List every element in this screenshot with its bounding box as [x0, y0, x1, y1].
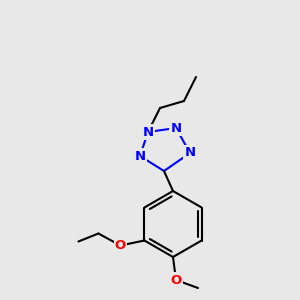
- Text: N: N: [142, 125, 154, 139]
- Text: N: N: [184, 146, 196, 160]
- Text: O: O: [170, 274, 182, 286]
- Text: N: N: [134, 149, 146, 163]
- Text: N: N: [170, 122, 182, 134]
- Text: O: O: [115, 239, 126, 252]
